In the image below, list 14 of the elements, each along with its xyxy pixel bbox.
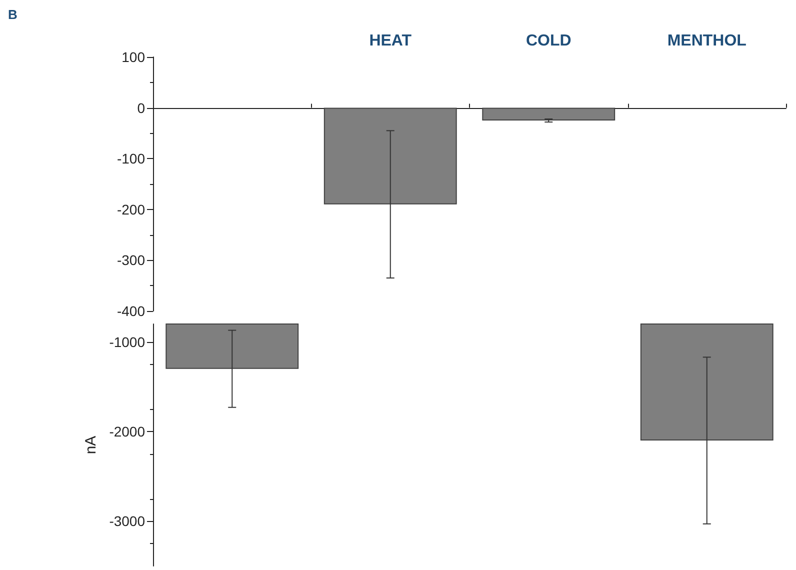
text: B — [8, 7, 18, 22]
y-tick-label: -1000 — [109, 334, 146, 350]
x-tick-label: COLD — [526, 32, 572, 50]
y-tick-label: -3000 — [109, 513, 146, 530]
y-axis-title: nA — [82, 436, 100, 454]
y-tick-label: -200 — [116, 201, 146, 218]
y-tick-label: -300 — [116, 252, 146, 268]
y-tick-label: -100 — [116, 150, 146, 167]
x-tick-label: HEAT — [369, 32, 412, 50]
y-tick-label: 100 — [122, 49, 146, 65]
x-tick-label: MENTHOL — [667, 32, 747, 50]
y-tick-label: -400 — [116, 303, 146, 319]
y-tick-label: -2000 — [109, 424, 146, 440]
y-tick-label: 0 — [137, 100, 146, 116]
